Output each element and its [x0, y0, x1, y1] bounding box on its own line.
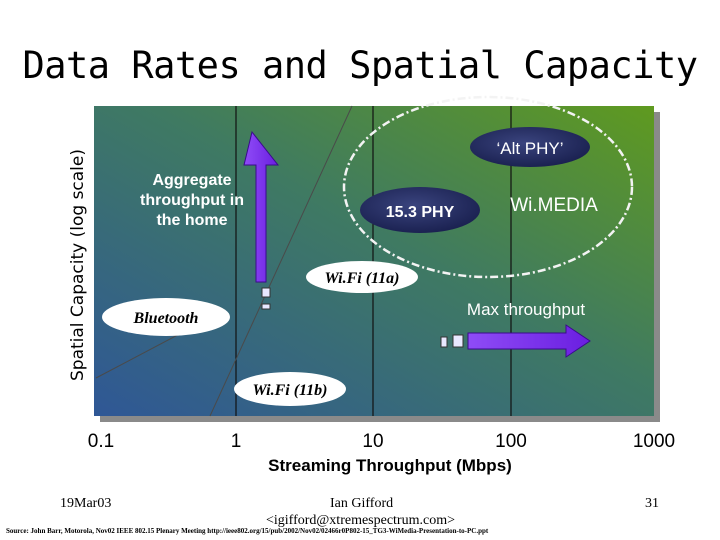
wifi-11a-label: Wi.Fi (11a)	[325, 270, 400, 287]
up-arrow	[243, 130, 280, 283]
aggregate-label-line-1: Aggregate	[152, 172, 231, 189]
footer-date: 19Mar03	[60, 496, 112, 511]
x-tick-10: 10	[362, 431, 384, 452]
max-throughput-label: Max throughput	[467, 300, 585, 319]
alt-phy-bubble	[470, 127, 590, 167]
y-axis-label: Spatial Capacity (log scale)	[68, 149, 88, 382]
aggregate-label-line-2: throughput in	[140, 192, 244, 209]
diagonal-line-upper	[209, 105, 353, 417]
wifi-11b-bubble	[234, 372, 346, 406]
alt-phy-label: ‘Alt PHY’	[496, 139, 563, 158]
phy153-bubble	[360, 187, 480, 233]
phy153-label: 15.3 PHY	[386, 204, 455, 221]
footer-author: Ian Gifford	[330, 496, 394, 511]
x-tick-100: 100	[495, 431, 527, 452]
right-arrow	[467, 324, 591, 358]
arrow-tail-mark-2	[261, 303, 271, 310]
right-arrow-tail-mark-2	[452, 334, 464, 348]
x-tick-1: 1	[230, 431, 242, 452]
aggregate-label-line-3: the home	[156, 212, 227, 229]
x-tick-0-1: 0.1	[87, 431, 115, 452]
wifi-11a-bubble	[306, 261, 418, 293]
x-tick-1000: 1000	[632, 431, 676, 452]
bluetooth-label: Bluetooth	[133, 310, 199, 327]
right-arrow-tail-mark-1	[440, 336, 448, 348]
footer-email: <igifford@xtremespectrum.com>	[266, 513, 455, 528]
footer-source: Source: John Barr, Motorola, Nov02 IEEE …	[6, 527, 489, 535]
wimedia-label: Wi.MEDIA	[510, 195, 598, 216]
arrow-tail-mark-1	[261, 287, 271, 298]
footer-page-number: 31	[645, 496, 659, 511]
alt-phy-ellipse	[342, 95, 634, 279]
x-axis-label: Streaming Throughput (Mbps)	[268, 456, 512, 475]
bluetooth-bubble	[102, 298, 230, 336]
page-title: Data Rates and Spatial Capacity	[22, 44, 698, 87]
wifi-11b-label: Wi.Fi (11b)	[253, 382, 328, 399]
